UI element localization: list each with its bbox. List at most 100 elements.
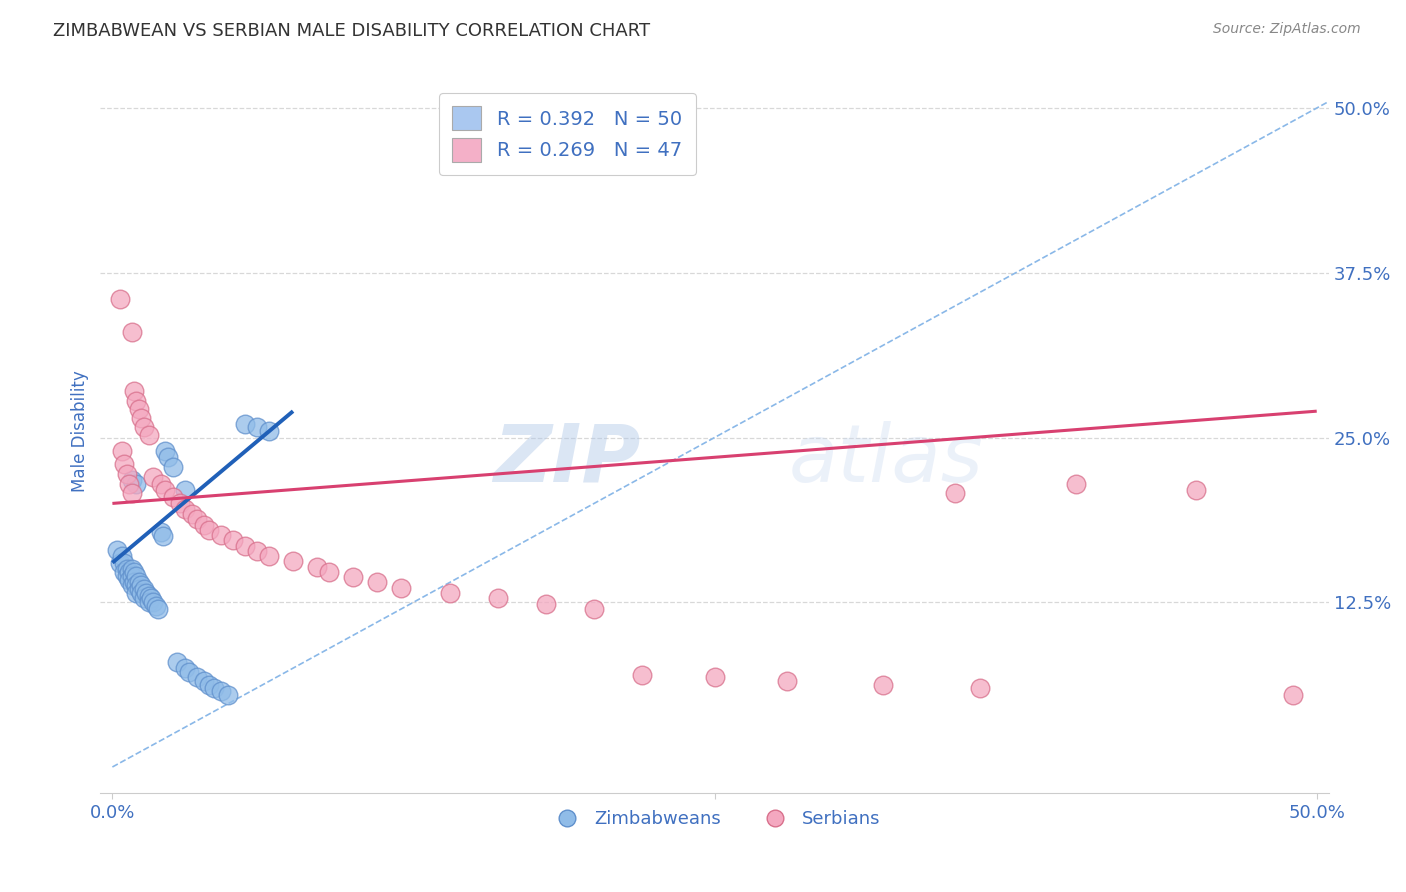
Point [122,565,145,579]
Point [118,476,141,491]
Text: ZIP: ZIP [494,421,641,499]
Point [145,599,167,614]
Point [202,681,225,695]
Point [186,670,208,684]
Point [129,586,152,600]
Y-axis label: Male Disability: Male Disability [72,370,89,491]
Point [121,486,143,500]
Point [114,457,136,471]
Point [138,428,160,442]
Point [121,473,143,487]
Text: Source: ZipAtlas.com: Source: ZipAtlas.com [1213,22,1361,37]
Point [281,554,304,568]
Point [180,507,202,521]
Point [257,549,280,563]
Point [146,602,169,616]
Text: ZIMBABWEAN VS SERBIAN MALE DISABILITY CORRELATION CHART: ZIMBABWEAN VS SERBIAN MALE DISABILITY CO… [53,22,651,40]
Point [115,562,138,576]
Point [125,586,148,600]
Point [115,467,138,482]
Point [149,525,172,540]
Point [162,490,184,504]
Point [149,476,172,491]
Point [129,578,152,592]
Point [534,597,557,611]
Point [129,410,152,425]
Point [197,523,219,537]
Point [125,569,148,583]
Point [776,674,799,689]
Point [121,569,143,583]
Point [132,582,155,596]
Point [128,401,150,416]
Point [125,578,148,592]
Point [233,417,256,432]
Point [169,496,191,510]
Point [118,565,141,579]
Point [1185,483,1208,498]
Point [142,595,165,609]
Point [969,681,991,695]
Point [703,670,725,684]
Point [439,586,461,600]
Point [166,655,188,669]
Point [307,559,329,574]
Point [132,591,155,606]
Point [179,665,201,679]
Point [121,578,143,592]
Point [138,589,160,603]
Point [114,556,136,570]
Point [945,486,967,500]
Point [105,542,128,557]
Point [1064,476,1087,491]
Point [155,483,177,498]
Point [872,678,894,692]
Point [135,586,157,600]
Point [138,595,160,609]
Point [318,565,340,579]
Point [631,667,654,681]
Point [111,549,134,563]
Point [209,683,232,698]
Point [209,528,232,542]
Point [391,581,413,595]
Point [246,544,269,558]
Point [121,325,143,339]
Point [1281,688,1303,702]
Point [108,556,131,570]
Point [173,661,195,675]
Point [486,591,509,606]
Point [342,570,364,584]
Point [122,575,145,590]
Point [583,602,606,616]
Legend: Zimbabweans, Serbians: Zimbabweans, Serbians [541,803,887,835]
Point [217,688,239,702]
Point [173,501,195,516]
Point [118,573,141,587]
Point [366,575,388,590]
Point [114,565,136,579]
Point [193,517,215,532]
Point [162,459,184,474]
Point [152,529,174,543]
Point [125,476,148,491]
Point [115,569,138,583]
Point [155,443,177,458]
Point [233,539,256,553]
Point [132,420,155,434]
Point [128,575,150,590]
Point [122,384,145,399]
Point [125,393,148,408]
Point [128,582,150,596]
Point [246,420,269,434]
Point [121,562,143,576]
Point [156,450,179,465]
Point [111,443,134,458]
Point [139,591,162,606]
Point [193,674,215,689]
Point [197,678,219,692]
Point [108,292,131,306]
Point [257,424,280,438]
Point [186,512,208,526]
Text: atlas: atlas [789,421,983,499]
